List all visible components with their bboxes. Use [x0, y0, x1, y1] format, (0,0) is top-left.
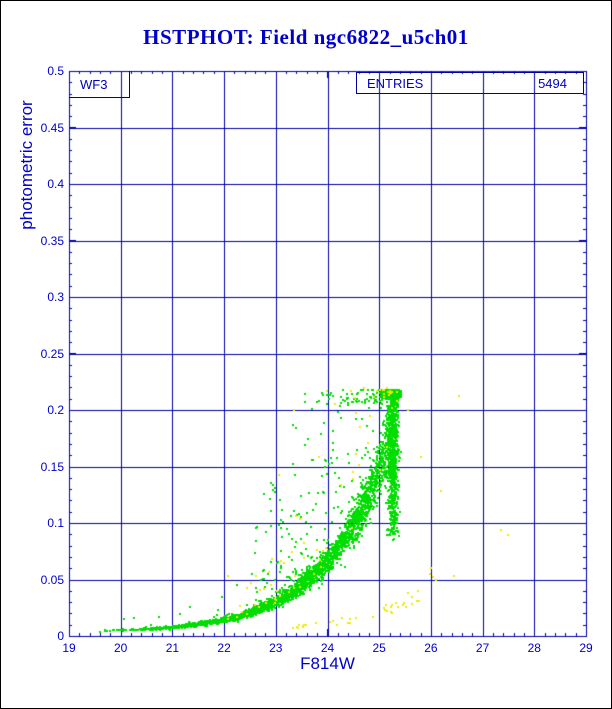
y-tick-label: 0.4 — [47, 177, 64, 191]
x-tick-label: 29 — [579, 641, 593, 655]
camera-label: WF3 — [80, 77, 108, 92]
y-tick-label: 0.05 — [40, 572, 64, 587]
entries-value: 5494 — [538, 75, 567, 91]
x-axis-label: F814W — [300, 654, 355, 673]
x-tick-label: 21 — [165, 641, 180, 655]
x-tick-label: 20 — [114, 641, 128, 655]
y-tick-label: 0.35 — [40, 233, 64, 248]
entries-label: ENTRIES — [367, 75, 424, 91]
x-tick-label: 24 — [320, 641, 335, 655]
y-tick-label: 0.15 — [40, 459, 64, 474]
y-tick-label: 0.25 — [40, 346, 64, 361]
y-tick-label: 0.45 — [40, 120, 64, 135]
y-tick-label: 0.2 — [47, 403, 64, 417]
y-tick-label: 0.3 — [47, 290, 64, 304]
x-tick-label: 23 — [269, 641, 283, 655]
x-tick-label: 19 — [62, 641, 76, 655]
x-tick-label: 26 — [424, 641, 438, 655]
x-tick-label: 28 — [527, 641, 541, 655]
x-tick-label: 22 — [217, 641, 231, 655]
x-tick-label: 25 — [372, 641, 386, 655]
x-tick-label: 27 — [475, 641, 490, 655]
y-tick-label: 0.5 — [47, 64, 64, 78]
entries-box: ENTRIES 5494 — [356, 72, 584, 94]
camera-label-box: WF3 — [69, 71, 130, 98]
page-title: HSTPHOT: Field ngc6822_u5ch01 — [143, 25, 469, 49]
y-tick-label: 0 — [57, 629, 64, 643]
y-tick-label: 0.1 — [47, 516, 64, 530]
